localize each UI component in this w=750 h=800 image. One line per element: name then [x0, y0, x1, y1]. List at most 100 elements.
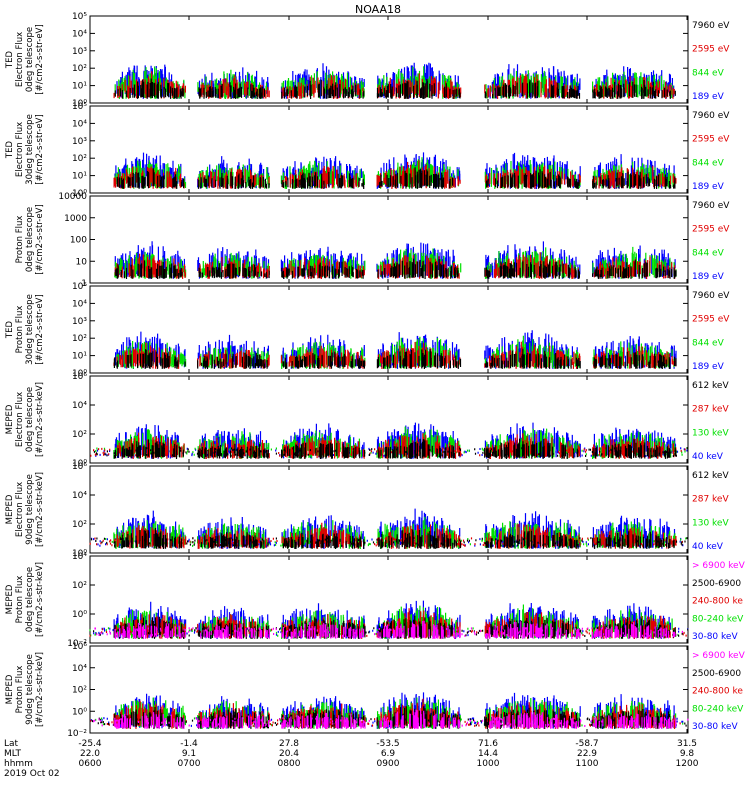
y-tick-label: 10⁶	[72, 372, 87, 382]
legend-black: 7960 eV	[692, 111, 730, 121]
legend-red: 2595 eV	[692, 315, 730, 325]
legend-red: 2595 eV	[692, 135, 730, 145]
y-tick-label: 10⁵	[72, 282, 87, 292]
chart-title: NOAA18	[355, 3, 401, 16]
legend-red: 2595 eV	[692, 225, 730, 235]
y-tick-label: 10¹	[72, 352, 87, 362]
y-axis-label: [#/cm2-s-str-eV]	[35, 294, 45, 364]
y-axis-label: 30deg telescope	[25, 114, 35, 185]
legend-black: 612 keV	[692, 471, 729, 481]
series-black	[115, 258, 677, 279]
y-axis-label: Proton Flux	[15, 576, 25, 624]
y-tick-label: 10⁴	[72, 401, 87, 411]
y-axis-label: 0deg telescope	[25, 567, 35, 632]
x-tick-lat: -58.7	[575, 739, 598, 749]
x-row-label: hhmm	[4, 759, 33, 769]
y-axis-label: TED	[5, 320, 15, 339]
legend-green: 844 eV	[692, 248, 725, 258]
panel-frame	[89, 555, 689, 644]
panel-p3: 1 10 100 1000 10000 Proton Flux 0deg telescope…	[15, 192, 730, 289]
panel-frame	[89, 375, 689, 464]
y-axis-label: Proton Flux	[15, 306, 25, 354]
legend-blue: 189 eV	[692, 182, 725, 192]
series-magenta	[94, 620, 683, 639]
x-tick-lat: -25.4	[78, 739, 102, 749]
y-tick-label: 10⁵	[72, 102, 87, 112]
y-axis-label: [#/cm2-s-str-keV]	[35, 562, 45, 637]
x-tick-hhmm: 0900	[377, 759, 400, 769]
data-marks	[90, 422, 688, 459]
panel-frame	[89, 465, 689, 554]
y-axis-label: Electron Flux	[15, 392, 25, 447]
series-black	[93, 438, 688, 459]
x-tick-mlt: 6.9	[381, 749, 396, 759]
data-marks	[89, 508, 688, 549]
x-tick-mlt: 20.4	[279, 749, 299, 759]
legend-blue: 40 keV	[692, 542, 724, 552]
y-tick-label: 10⁴	[72, 29, 87, 39]
y-axis-label: TED	[5, 50, 15, 69]
x-tick-mlt: 14.4	[478, 749, 498, 759]
legend-magenta: > 6900 keV	[692, 561, 746, 571]
y-axis-label: 30deg telescope	[25, 294, 35, 365]
series-magenta	[93, 709, 689, 729]
y-tick-label: 10¹	[72, 172, 87, 182]
y-tick-label: 10²	[72, 334, 87, 344]
y-tick-label: 1	[81, 279, 87, 289]
y-tick-label: 10⁴	[72, 119, 87, 129]
y-tick-label: 10000	[58, 192, 87, 202]
y-axis-label: 0deg telescope	[25, 27, 35, 92]
panel-p7: 10⁻² 10⁰ 10² 10⁴ MEPED Proton Flux 0deg telesc…	[5, 552, 746, 649]
panel-p6: 10⁰ 10² 10⁴ 10⁶ MEPED Electron Flux 90deg tele…	[5, 462, 729, 559]
y-tick-label: 10²	[72, 64, 87, 74]
y-tick-label: 10⁴	[72, 552, 87, 562]
y-tick-label: 10²	[72, 430, 87, 440]
series-green	[95, 426, 688, 459]
y-axis-label: [#/cm2-s-str-keV]	[35, 652, 45, 727]
panel-p8: 10⁻² 10⁰ 10² 10⁴ 10⁶ MEPED Proton Flux 90deg te…	[5, 642, 746, 739]
y-axis-label: 0deg telescope	[25, 387, 35, 452]
data-marks	[89, 600, 689, 639]
x-tick-hhmm: 1200	[676, 759, 699, 769]
series-black	[113, 348, 677, 369]
y-tick-label: 100	[70, 236, 87, 246]
legend-green: 844 eV	[692, 158, 725, 168]
y-axis-label: Electron Flux	[15, 122, 25, 177]
legend-red: 287 keV	[692, 495, 729, 505]
y-tick-label: 10²	[72, 154, 87, 164]
data-marks	[113, 330, 677, 369]
legend-black: 2500-6900	[692, 669, 741, 679]
y-tick-label: 10²	[72, 581, 87, 591]
y-axis-label: MEPED	[5, 494, 15, 524]
y-tick-label: 10⁰	[72, 459, 87, 469]
y-axis-label: 0deg telescope	[25, 207, 35, 272]
legend-blue: 189 eV	[692, 92, 725, 102]
data-marks	[113, 62, 676, 99]
legend-blue: 40 keV	[692, 452, 724, 462]
panel-frame	[89, 285, 689, 374]
y-axis-label: [#/cm2-s-str-keV]	[35, 382, 45, 457]
y-tick-label: 10⁶	[72, 642, 87, 652]
x-tick-hhmm: 0700	[178, 759, 201, 769]
y-tick-label: 10⁰	[72, 369, 87, 379]
data-marks	[113, 152, 677, 189]
x-tick-hhmm: 1100	[576, 759, 599, 769]
legend-red: 2595 eV	[692, 45, 730, 55]
y-tick-label: 10⁰	[72, 189, 87, 199]
legend-blue: 189 eV	[692, 362, 725, 372]
legend-blue: 30-80 keV	[692, 722, 738, 732]
x-row-label: Lat	[4, 739, 19, 749]
y-axis-label: Proton Flux	[15, 216, 25, 264]
y-tick-label: 10³	[72, 317, 87, 327]
y-axis-label: [#/cm2-s-str-eV]	[35, 114, 45, 184]
y-axis-label: MEPED	[5, 404, 15, 434]
y-axis-label: [#/cm2-s-str-keV]	[35, 472, 45, 547]
y-tick-label: 1000	[64, 214, 87, 224]
y-tick-label: 10⁴	[72, 664, 87, 674]
legend-green: 844 eV	[692, 338, 725, 348]
data-marks	[90, 692, 689, 729]
panel-p2: 10⁰ 10¹ 10² 10³ 10⁴ 10⁵ TED Electron Flux 30deg …	[5, 102, 730, 199]
legend-blue: 30-80 keV	[692, 632, 738, 642]
